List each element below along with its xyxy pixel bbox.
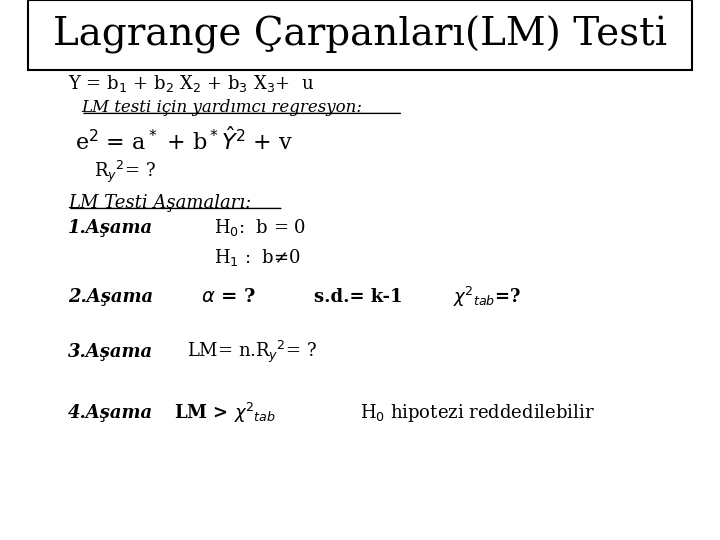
- Text: $\chi$$^2$$_{tab}$=?: $\chi$$^2$$_{tab}$=?: [453, 285, 521, 309]
- Text: R$_y$$^2$= ?: R$_y$$^2$= ?: [94, 159, 156, 185]
- Text: LM > $\chi$$^2$$_{tab}$: LM > $\chi$$^2$$_{tab}$: [174, 401, 276, 425]
- Text: e$^2$ = a$^*$ + b$^*$$\hat{Y}$$^2$ + v: e$^2$ = a$^*$ + b$^*$$\hat{Y}$$^2$ + v: [75, 127, 292, 156]
- Text: LM= n.R$_y$$^2$= ?: LM= n.R$_y$$^2$= ?: [187, 339, 318, 365]
- FancyBboxPatch shape: [28, 0, 692, 70]
- Text: Y = b$_1$ + b$_2$ X$_2$ + b$_3$ X$_3$+  u: Y = b$_1$ + b$_2$ X$_2$ + b$_3$ X$_3$+ u: [68, 73, 314, 94]
- Text: H$_0$:  b = 0: H$_0$: b = 0: [214, 218, 306, 238]
- Text: LM testi için yardımcı regresyon:: LM testi için yardımcı regresyon:: [81, 99, 362, 117]
- Text: 2.Aşama: 2.Aşama: [68, 288, 153, 306]
- Text: LM Testi Aşamaları:: LM Testi Aşamaları:: [68, 193, 251, 212]
- Text: $\alpha$ = ?: $\alpha$ = ?: [201, 288, 256, 306]
- Text: 3.Aşama: 3.Aşama: [68, 343, 153, 361]
- Text: Lagrange Çarpanları(LM) Testi: Lagrange Çarpanları(LM) Testi: [53, 16, 667, 55]
- Text: s.d.= k-1: s.d.= k-1: [313, 288, 402, 306]
- Text: H$_1$ :  b≠0: H$_1$ : b≠0: [214, 247, 300, 267]
- Text: 4.Aşama: 4.Aşama: [68, 404, 153, 422]
- Text: 1.Aşama: 1.Aşama: [68, 219, 153, 237]
- Text: H$_0$ hipotezi reddedilebilir: H$_0$ hipotezi reddedilebilir: [360, 402, 595, 424]
